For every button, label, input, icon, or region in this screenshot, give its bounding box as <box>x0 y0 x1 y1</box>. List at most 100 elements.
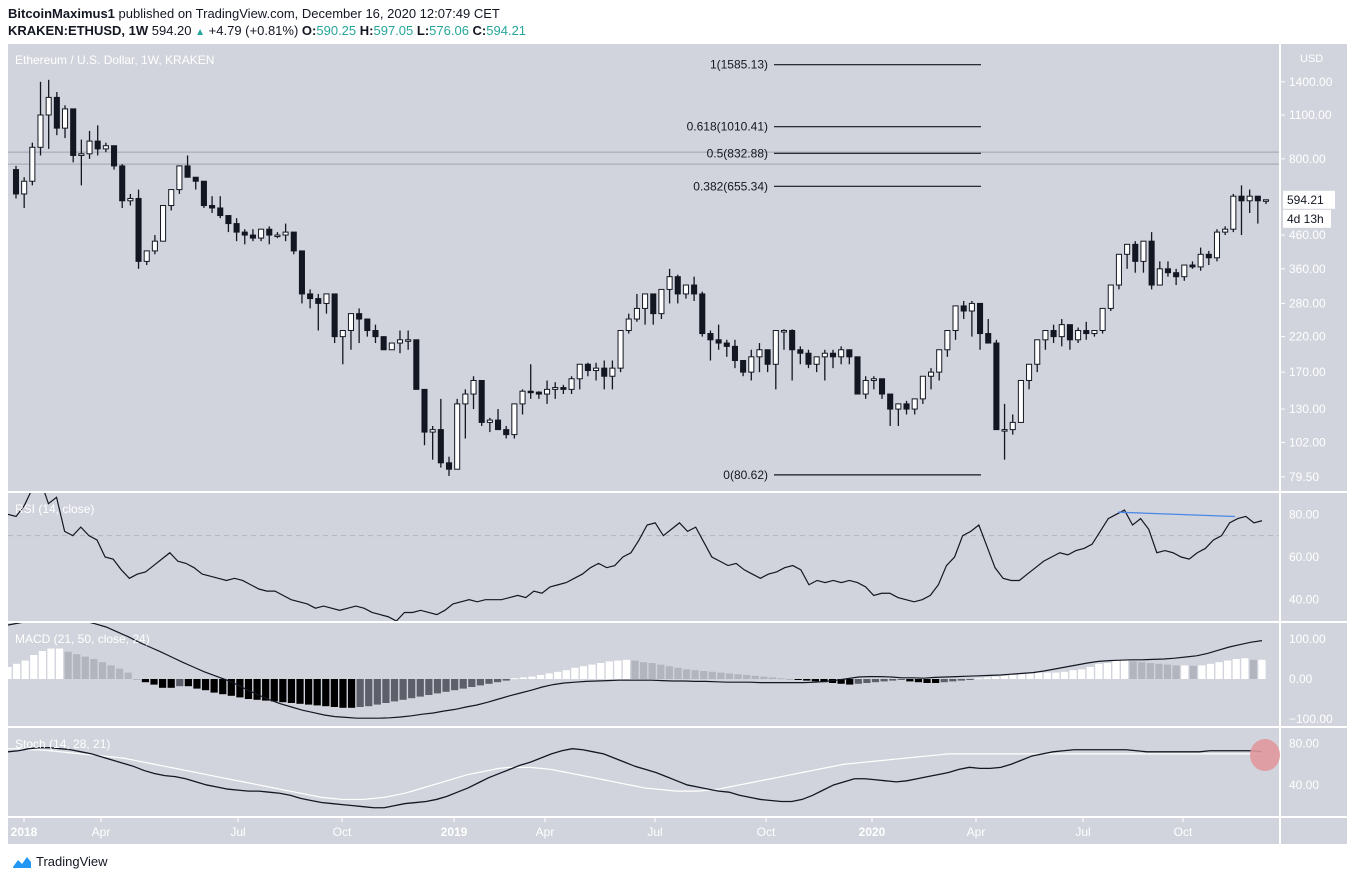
candle-body[interactable] <box>928 371 935 377</box>
candle-body[interactable] <box>70 108 77 156</box>
candle-body[interactable] <box>829 352 837 358</box>
candle-body[interactable] <box>282 231 289 236</box>
candle-body[interactable] <box>1205 253 1212 259</box>
candle-body[interactable] <box>413 339 420 390</box>
candle-body[interactable] <box>1075 330 1082 341</box>
candle-body[interactable] <box>1058 324 1065 338</box>
candle-body[interactable] <box>364 318 371 332</box>
candle-body[interactable] <box>731 345 738 361</box>
candle-body[interactable] <box>985 333 992 344</box>
candle-body[interactable] <box>535 391 542 395</box>
candle-body[interactable] <box>601 367 608 377</box>
candle-body[interactable] <box>37 114 44 148</box>
candle-body[interactable] <box>838 349 845 358</box>
candle-body[interactable] <box>437 429 444 464</box>
candle-body[interactable] <box>462 393 469 405</box>
candle-body[interactable] <box>878 378 886 395</box>
candle-body[interactable] <box>184 165 191 178</box>
candle-body[interactable] <box>952 305 959 332</box>
candle-body[interactable] <box>347 313 354 332</box>
candle-body[interactable] <box>1181 264 1188 278</box>
candle-body[interactable] <box>1124 243 1131 255</box>
candle-body[interactable] <box>748 356 755 373</box>
candle-body[interactable] <box>61 108 69 129</box>
candle-body[interactable] <box>576 363 583 380</box>
candle-body[interactable] <box>699 293 706 335</box>
candle-body[interactable] <box>813 356 820 365</box>
candle-body[interactable] <box>870 378 877 381</box>
candle-body[interactable] <box>200 180 207 207</box>
candle-body[interactable] <box>756 349 763 358</box>
candle-body[interactable] <box>1148 240 1155 286</box>
candle-body[interactable] <box>119 165 126 202</box>
candle-body[interactable] <box>911 398 918 410</box>
candle-body[interactable] <box>895 403 902 410</box>
candle-body[interactable] <box>143 250 150 262</box>
candle-body[interactable] <box>805 352 812 365</box>
candle-body[interactable] <box>233 223 240 233</box>
candle-body[interactable] <box>846 349 853 358</box>
pane-separator[interactable] <box>8 621 1347 623</box>
stoch-k-line[interactable] <box>7 747 1263 809</box>
candle-body[interactable] <box>780 330 788 333</box>
candle-body[interactable] <box>617 330 624 369</box>
candle-body[interactable] <box>674 276 681 295</box>
candle-body[interactable] <box>609 367 616 377</box>
candle-body[interactable] <box>396 339 404 344</box>
candle-body[interactable] <box>1001 429 1008 432</box>
candle-body[interactable] <box>102 145 109 150</box>
candle-body[interactable] <box>568 378 575 390</box>
pane-separator[interactable] <box>8 726 1347 728</box>
candle-body[interactable] <box>86 140 93 155</box>
candle-body[interactable] <box>1254 195 1261 202</box>
candle-body[interactable] <box>1189 264 1196 268</box>
candle-body[interactable] <box>380 336 387 351</box>
candle-body[interactable] <box>1042 330 1049 341</box>
candle-body[interactable] <box>968 302 975 312</box>
candle-body[interactable] <box>1083 330 1090 335</box>
candle-body[interactable] <box>111 145 118 167</box>
candle-body[interactable] <box>21 180 28 195</box>
candle-body[interactable] <box>429 429 436 433</box>
candle-body[interactable] <box>151 240 158 252</box>
candle-body[interactable] <box>29 146 36 182</box>
candle-body[interactable] <box>53 96 60 129</box>
candle-body[interactable] <box>723 342 730 347</box>
candle-body[interactable] <box>266 228 273 236</box>
candle-body[interactable] <box>715 339 722 344</box>
candle-body[interactable] <box>1238 195 1245 202</box>
candle-body[interactable] <box>797 349 804 354</box>
candle-body[interactable] <box>519 390 526 405</box>
candle-body[interactable] <box>372 330 379 338</box>
candle-body[interactable] <box>1132 243 1139 262</box>
candle-body[interactable] <box>127 197 134 202</box>
candle-body[interactable] <box>421 388 428 433</box>
candle-body[interactable] <box>192 176 199 182</box>
candle-body[interactable] <box>217 207 224 217</box>
candle-body[interactable] <box>176 165 183 191</box>
candle-body[interactable] <box>666 276 673 290</box>
candle-body[interactable] <box>1091 330 1098 335</box>
candle-body[interactable] <box>544 388 551 395</box>
candle-body[interactable] <box>160 205 167 242</box>
candle-body[interactable] <box>249 234 256 239</box>
candle-body[interactable] <box>1213 231 1221 259</box>
candle-body[interactable] <box>486 419 493 423</box>
candle-body[interactable] <box>290 231 297 252</box>
candle-body[interactable] <box>862 379 869 395</box>
candle-body[interactable] <box>1156 268 1163 286</box>
candle-body[interactable] <box>135 197 142 262</box>
candle-body[interactable] <box>405 339 412 342</box>
candle-body[interactable] <box>1107 284 1114 309</box>
candle-body[interactable] <box>1026 363 1033 381</box>
candle-body[interactable] <box>94 140 101 150</box>
candle-body[interactable] <box>821 352 828 358</box>
candle-body[interactable] <box>494 419 502 431</box>
candle-body[interactable] <box>633 307 640 320</box>
candle-body[interactable] <box>331 293 338 338</box>
pane-separator[interactable] <box>8 491 1347 493</box>
candle-body[interactable] <box>258 228 265 239</box>
candle-body[interactable] <box>887 393 894 410</box>
candle-body[interactable] <box>241 231 248 236</box>
candle-body[interactable] <box>993 342 1000 431</box>
